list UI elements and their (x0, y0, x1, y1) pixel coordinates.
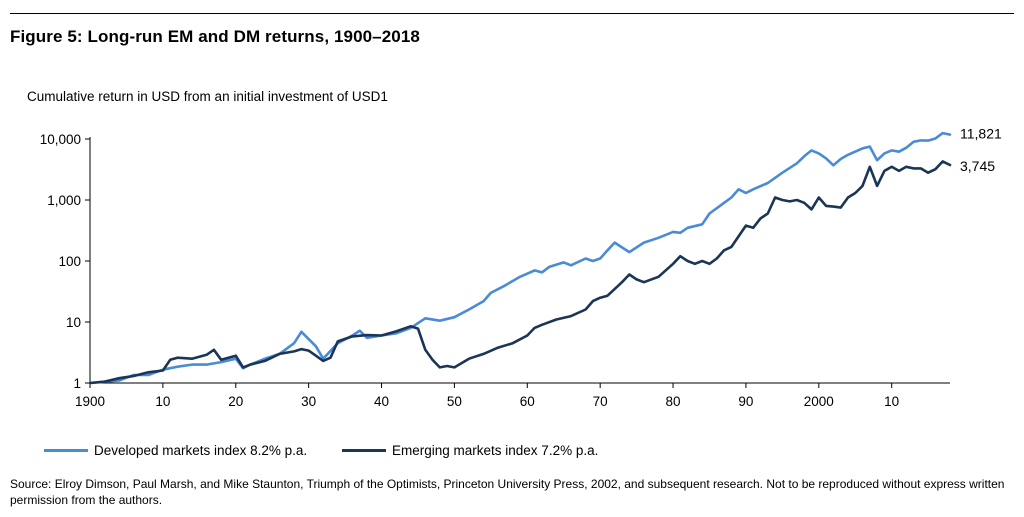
end-label-developed: 11,821 (960, 126, 1002, 142)
figure-title: Figure 5: Long-run EM and DM returns, 19… (10, 27, 420, 46)
x-tick-label: 20 (228, 394, 243, 409)
y-tick-label: 10 (66, 315, 81, 330)
x-tick-label: 80 (666, 394, 681, 409)
x-axis: 1900 10 20 30 40 50 60 70 80 90 2000 10 (75, 382, 950, 409)
chart-subtitle: Cumulative return in USD from an initial… (27, 89, 388, 104)
series-lines (88, 131, 952, 385)
legend-swatch-developed (44, 449, 88, 452)
legend-item-developed: Developed markets index 8.2% p.a. (44, 443, 307, 458)
x-tick-label: 50 (447, 394, 462, 409)
y-axis: 1 10 100 1,000 10,000 (40, 132, 91, 391)
x-tick-label: 90 (738, 394, 753, 409)
y-tick-label: 1 (73, 376, 81, 391)
x-tick-label: 1900 (75, 394, 105, 409)
end-label-emerging: 3,745 (960, 158, 995, 174)
legend-label-emerging: Emerging markets index 7.2% p.a. (392, 443, 599, 458)
x-tick-label: 30 (301, 394, 316, 409)
y-tick-label: 10,000 (40, 132, 81, 147)
line-chart: 1 10 100 1,000 10,000 1900 10 20 30 40 50 60 70 80 90… (40, 126, 1002, 409)
series-line-developed (88, 131, 952, 385)
x-tick-label: 2000 (804, 394, 834, 409)
top-rule (10, 13, 1014, 14)
x-tick-label: 10 (884, 394, 899, 409)
end-labels: 11,821 3,745 (960, 126, 1002, 174)
legend-swatch-emerging (342, 449, 386, 452)
series-line-emerging (88, 160, 952, 385)
x-tick-label: 60 (520, 394, 535, 409)
x-tick-label: 10 (155, 394, 170, 409)
source-note: Source: Elroy Dimson, Paul Marsh, and Mi… (10, 477, 1005, 507)
x-tick-label: 40 (374, 394, 389, 409)
x-tick-label: 70 (593, 394, 608, 409)
y-tick-label: 100 (58, 254, 81, 269)
y-tick-label: 1,000 (47, 193, 81, 208)
legend-label-developed: Developed markets index 8.2% p.a. (94, 443, 308, 458)
legend-item-emerging: Emerging markets index 7.2% p.a. (342, 443, 598, 458)
